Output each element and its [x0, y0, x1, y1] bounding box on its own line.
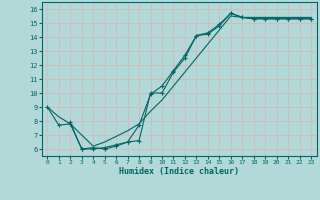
X-axis label: Humidex (Indice chaleur): Humidex (Indice chaleur): [119, 167, 239, 176]
